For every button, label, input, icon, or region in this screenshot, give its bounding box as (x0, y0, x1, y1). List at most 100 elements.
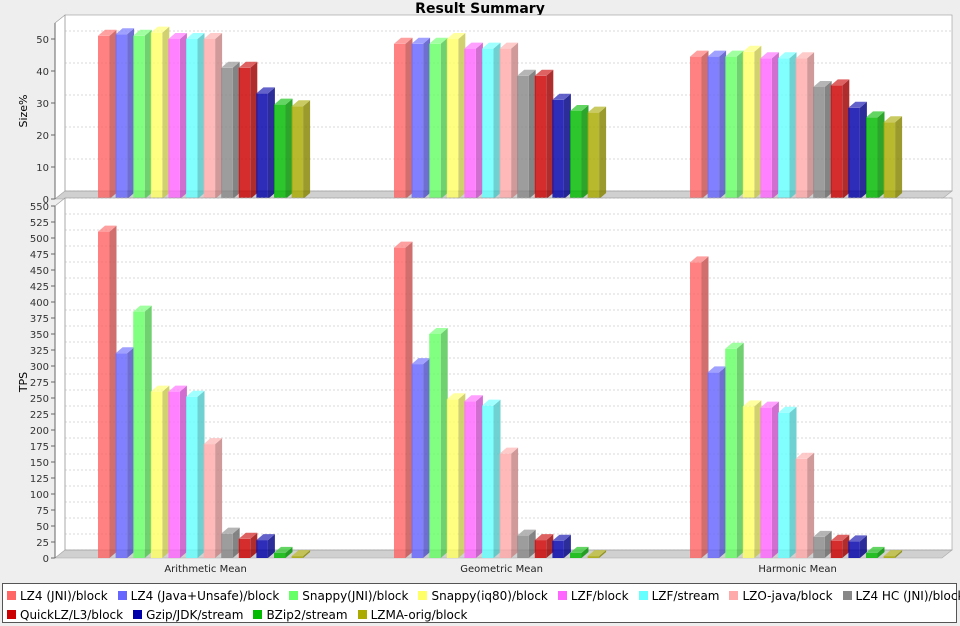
bar-top (690, 256, 709, 263)
bar-side (423, 37, 431, 199)
bar-side (232, 61, 240, 199)
bar-front (150, 391, 163, 558)
bar-top (464, 395, 483, 402)
bar-tps (742, 400, 762, 558)
bar-side (771, 52, 779, 200)
bar-front (552, 540, 564, 558)
bar-side (895, 116, 903, 199)
bar-front (499, 48, 512, 199)
bar-size (552, 93, 571, 199)
bar-top (482, 399, 501, 406)
bar-front (534, 75, 547, 199)
bar-top (707, 366, 727, 373)
bar-size (482, 42, 501, 199)
bar-top (813, 530, 832, 537)
y-tick-label: 325 (30, 346, 49, 357)
bar-tps (186, 390, 205, 558)
bar-front (394, 43, 406, 199)
bar-side (877, 546, 885, 558)
legend-label: LZMA-orig/block (370, 607, 468, 622)
y-tick-label: 40 (36, 67, 49, 78)
bar-side (528, 529, 536, 558)
bar-front (883, 122, 896, 199)
bar-top (725, 50, 744, 57)
bar-top (570, 546, 589, 553)
legend-item: LZ4 (JNI)/block (7, 589, 108, 603)
bar-tps (866, 546, 885, 558)
bar-side (493, 42, 501, 199)
bar-top (760, 52, 779, 59)
plot-side-wall (54, 14, 66, 200)
bar-side (440, 37, 448, 199)
bar-side (877, 111, 885, 199)
bar-side (789, 52, 797, 200)
bar-side (719, 366, 727, 558)
y-tick-label: 275 (30, 378, 49, 389)
bar-top (795, 52, 815, 59)
bar-front (587, 556, 600, 558)
bar-size (690, 50, 709, 199)
bar-chart: 0 10 20 30 40 50 Size% 0 25 50 75 100 125 150 175 200 22… (17, 14, 953, 575)
bar-side (581, 105, 589, 199)
bar-side (405, 241, 413, 558)
legend-item: Snappy(JNI)/block (289, 589, 408, 603)
bar-front (830, 85, 843, 199)
bar-top (133, 305, 152, 312)
bar-size (291, 100, 311, 199)
bar-front (291, 106, 304, 199)
bar-front (133, 311, 145, 558)
bar-front (552, 99, 564, 199)
bar-side (581, 546, 589, 558)
bar-side (127, 28, 135, 200)
y-tick-label: 375 (30, 314, 49, 325)
bar-side (599, 106, 607, 199)
bar-top (203, 33, 223, 39)
bar-top (238, 61, 258, 68)
legend-item: LZ4 (Java+Unsafe)/block (117, 588, 280, 603)
bar-top (221, 527, 240, 534)
bar-front (446, 39, 459, 199)
bar-tps (690, 256, 709, 558)
y-tick-label: 450 (30, 266, 49, 277)
bar-side (475, 42, 483, 199)
bar-top (394, 241, 413, 248)
bar-tps (291, 550, 311, 558)
bar-front (98, 231, 110, 558)
x-category-label: Geometric Mean (460, 564, 543, 575)
legend-label: LZF/stream (651, 588, 720, 603)
bar-side (285, 98, 293, 199)
bar-front (274, 552, 286, 558)
bar-tps (98, 225, 117, 558)
bar-size (115, 28, 135, 200)
bar-side (475, 395, 483, 558)
bar-top (499, 42, 519, 49)
y-tick-label: 100 (30, 490, 49, 501)
legend-row: QuickLZ/L3/block Gzip/JDK/stream BZip2/str… (7, 605, 956, 624)
y-tick-label: 50 (36, 35, 49, 46)
bar-top (464, 42, 483, 49)
bar-front (742, 51, 755, 199)
bar-front (499, 453, 512, 558)
bar-tps (813, 530, 832, 558)
bar-front (795, 58, 808, 200)
bar-top (186, 390, 205, 397)
bar-front (866, 117, 878, 199)
legend-label: LZ4 (Java+Unsafe)/block (130, 588, 280, 603)
bar-side (162, 26, 170, 199)
bar-front (168, 39, 180, 199)
bar-side (303, 550, 311, 558)
bar-side (754, 400, 762, 558)
bar-size (150, 26, 170, 199)
bar-size (883, 116, 903, 199)
bar-tps (499, 447, 519, 558)
bar-front (707, 56, 720, 199)
bar-top (150, 385, 170, 392)
bar-size (517, 69, 536, 199)
y-tick-label: 350 (30, 330, 49, 341)
bar-side (701, 50, 709, 199)
bar-front (133, 35, 145, 199)
bar-front (795, 458, 808, 558)
bar-side (215, 33, 223, 199)
bar-top (186, 33, 205, 39)
bar-side (215, 438, 223, 558)
